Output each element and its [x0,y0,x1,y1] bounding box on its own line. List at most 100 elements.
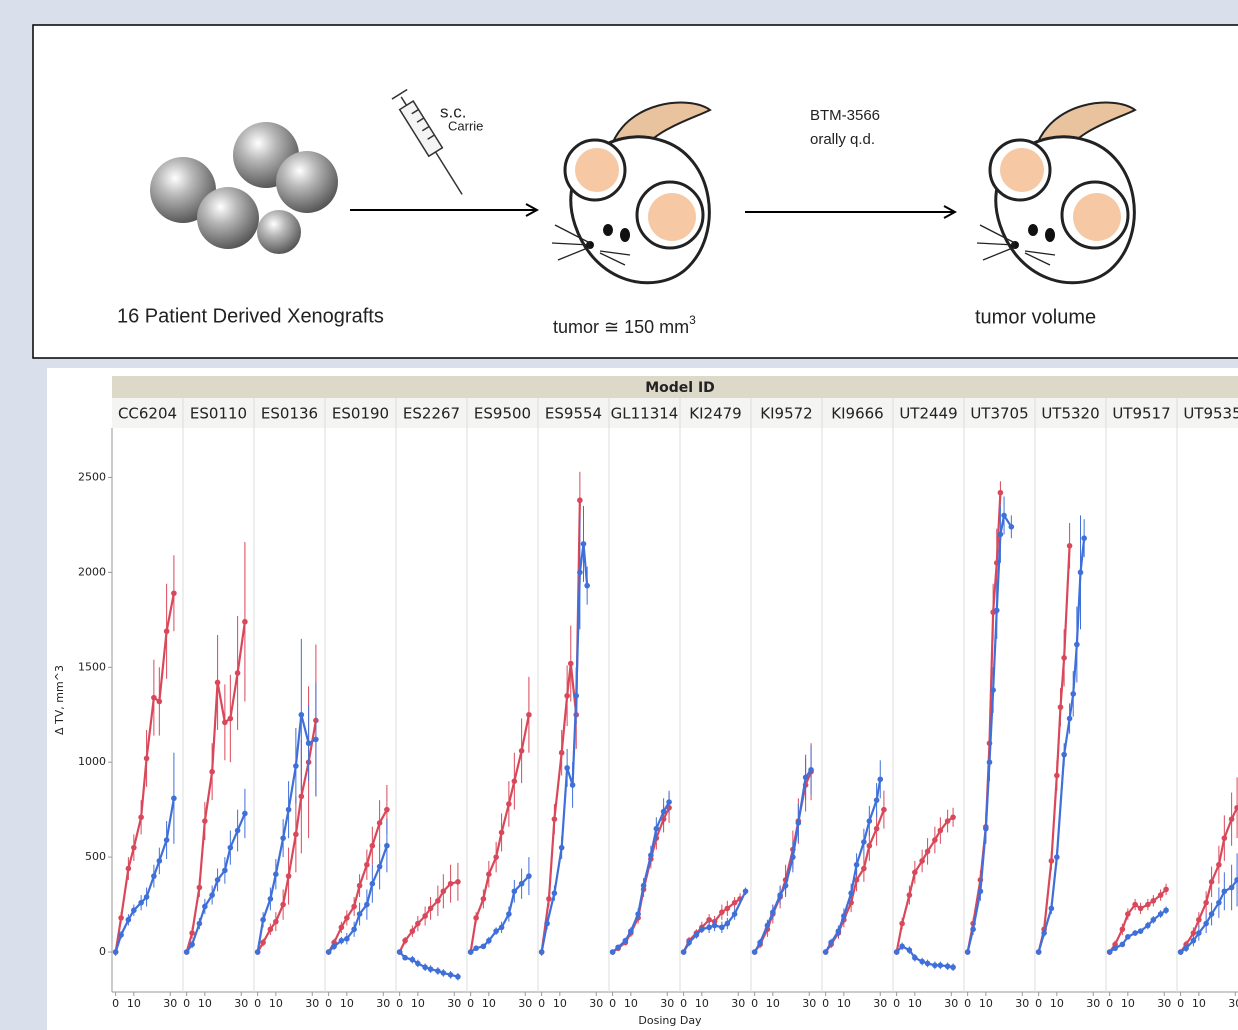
x-tick-label: 30 [518,997,532,1010]
x-tick-label: 10 [908,997,922,1010]
data-point [1048,905,1055,912]
panel-label: UT9517 [1112,405,1170,423]
x-tick-label: 10 [198,997,212,1010]
x-tick-label: 10 [766,997,780,1010]
series [680,887,749,955]
data-point [267,896,274,902]
source-label: 16 Patient Derived Xenografts [117,305,384,327]
series-line [398,951,459,978]
data-point [1150,897,1157,904]
data-point [977,888,984,895]
panel-label: UT3705 [970,405,1028,423]
x-tick-label: 0 [112,997,119,1010]
y-tick-label: 2500 [78,470,106,483]
data-point [447,880,454,887]
data-point [964,949,971,955]
series-line [682,890,747,953]
data-point [447,972,454,978]
data-point [635,911,641,917]
data-point [138,814,144,821]
data-point [227,844,234,851]
data-point [866,818,873,824]
data-point [615,944,621,951]
series [183,542,248,955]
panel-label: ES0110 [190,405,247,423]
data-point [680,949,687,955]
x-tick-label: 30 [1157,997,1171,1010]
data-point [125,916,132,923]
data-point [125,865,132,872]
data-point [1125,934,1131,940]
data-point [112,949,119,955]
data-point [1066,542,1073,549]
data-point [356,882,363,889]
data-point [724,920,731,927]
data-point [751,949,758,955]
data-point [666,799,672,805]
panel-label: ES9554 [545,405,602,423]
series [822,760,884,955]
data-point [196,884,203,891]
data-point [1221,835,1228,841]
data-point [853,861,860,868]
data-point [924,848,931,855]
x-tick-label: 0 [822,997,829,1010]
series-line [185,813,246,953]
data-point [1150,916,1157,923]
series [396,862,461,955]
data-point [950,964,956,971]
x-tick-label: 0 [183,997,190,1010]
data-point [1234,877,1238,883]
x-tick-label: 10 [624,997,638,1010]
data-point [719,924,725,931]
x-tick-label: 0 [680,997,687,1010]
y-tick-label: 1000 [78,755,106,768]
data-point [260,939,266,946]
data-point [877,776,884,783]
data-point [1183,945,1189,952]
data-point [906,892,913,898]
series-line [1109,909,1167,953]
panel-label: KI2479 [689,405,741,423]
data-point [546,896,552,902]
data-point [143,894,150,900]
data-point [435,968,441,974]
x-tick-label: 0 [893,997,900,1010]
x-tick-label: 10 [695,997,709,1010]
data-point [944,818,951,824]
series-line [114,798,175,953]
data-point [486,871,492,878]
data-point [1132,930,1138,936]
data-point [932,837,938,843]
data-point [285,806,292,813]
x-tick-label: 10 [127,997,141,1010]
data-point [402,937,408,944]
data-point [267,926,274,933]
series-line [1180,879,1238,953]
data-point [402,954,408,961]
data-point [214,877,221,883]
panel-label: UT9535 [1183,405,1238,423]
data-point [841,913,847,919]
data-point [569,782,576,788]
data-point [183,949,190,955]
chart: Model ID Δ TV, mm^3 Dosing Day 050010001… [47,368,1238,1030]
data-point [493,928,499,934]
chart-background [47,368,1238,1030]
data-point [242,810,248,817]
series-line [470,875,530,953]
data-point [950,814,956,821]
data-point [526,711,532,718]
data-point [364,861,370,868]
x-tick-label: 30 [1086,997,1100,1010]
data-point [526,873,532,879]
data-point [924,960,931,967]
data-point [415,920,421,927]
data-point [1177,949,1184,955]
data-point [699,926,705,933]
data-point [118,932,124,938]
data-point [189,930,195,936]
series-line [682,897,741,953]
data-point [1074,641,1080,648]
data-point [298,711,305,718]
